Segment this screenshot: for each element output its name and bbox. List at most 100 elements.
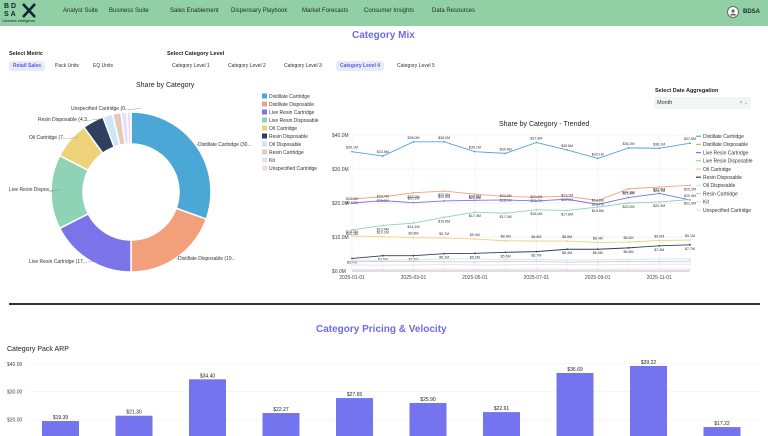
line-legend-label-kit: Kit bbox=[703, 200, 709, 206]
legend-label-distillate-cartridge: Distillate Cartridge bbox=[269, 94, 310, 100]
category-level-2-option[interactable]: Category Level 2 bbox=[228, 63, 266, 69]
line-point-oil-disposable bbox=[351, 259, 353, 262]
line-data-label: $5.1M bbox=[439, 256, 449, 260]
line-point-unspecified-cartridge bbox=[412, 268, 415, 271]
line-chart-y-tick: $0.0M bbox=[332, 269, 346, 275]
line-point-unspecified-cartridge bbox=[443, 268, 446, 270]
line-data-label: $20.0M bbox=[623, 205, 635, 209]
line-point-kit bbox=[474, 263, 476, 266]
line-data-label: $5.7M bbox=[531, 254, 541, 258]
line-series-resin-disposable bbox=[351, 244, 691, 259]
line-data-label: $18.0M bbox=[530, 212, 542, 216]
line-data-label: $34.6M bbox=[500, 147, 512, 151]
category-level-1-option[interactable]: Category Level 1 bbox=[172, 63, 210, 69]
line-data-label: $10.1M bbox=[377, 231, 389, 235]
line-point-oil-cartridge bbox=[689, 239, 691, 241]
nav-data-resources[interactable]: Data Resources bbox=[432, 8, 476, 14]
line-data-label: $22.8M bbox=[653, 187, 665, 191]
line-data-label: $7.7M bbox=[685, 247, 695, 251]
select-metric-label: Select Metric bbox=[9, 51, 43, 57]
line-point-unspecified-cartridge bbox=[474, 268, 476, 271]
line-data-label: $18.8M bbox=[592, 209, 604, 213]
nav-market-forecasts[interactable]: Market Forecasts bbox=[302, 8, 349, 14]
metric-option-eq-units[interactable]: EQ Units bbox=[93, 63, 114, 69]
user-menu[interactable]: BDSA bbox=[726, 6, 760, 18]
donut-leader-line bbox=[88, 260, 100, 263]
line-point-distillate-cartridge bbox=[596, 157, 599, 160]
bar-live-resin-cartridge bbox=[189, 379, 226, 436]
bar-distillate-cartridge bbox=[42, 421, 79, 436]
line-point-oil-cartridge bbox=[474, 238, 476, 240]
line-point-oil-cartridge bbox=[504, 239, 507, 242]
bar-kit bbox=[630, 365, 667, 436]
line-point-resin-disposable bbox=[535, 250, 538, 253]
line-legend-label-distillate-disposable: Distillate Disposable bbox=[703, 142, 748, 148]
legend-swatch-resin-disposable bbox=[262, 133, 267, 139]
metric-option-pack-units[interactable]: Pack Units bbox=[55, 63, 79, 69]
bar-chart-y-tick: $40.00 bbox=[7, 362, 23, 368]
line-point-unspecified-cartridge bbox=[658, 268, 661, 270]
line-data-label: $36.2M bbox=[623, 142, 635, 146]
line-data-label: $9.7M bbox=[439, 232, 449, 236]
legend-label-kit: Kit bbox=[269, 158, 275, 164]
chevron-down-icon[interactable]: × ⌄ bbox=[739, 100, 749, 106]
nav-business-suite[interactable]: Business Suite bbox=[109, 8, 149, 14]
category-level-5-option[interactable]: Category Level 5 bbox=[397, 63, 435, 69]
line-data-label: $17.0M bbox=[500, 215, 512, 219]
line-legend-label-oil-cartridge: Oil Cartridge bbox=[703, 167, 731, 173]
line-data-label: $7.4M bbox=[654, 248, 664, 252]
line-data-label: $20.7M bbox=[377, 195, 389, 199]
line-data-label: $24.7M bbox=[653, 189, 665, 193]
line-point-resin-cartridge bbox=[381, 260, 384, 263]
line-point-resin-disposable bbox=[504, 251, 507, 254]
line-point-unspecified-cartridge bbox=[689, 268, 691, 270]
donut-slice-unspecified-cartridge bbox=[126, 111, 132, 145]
bar-oil-disposable bbox=[483, 412, 520, 436]
donut-leader-line bbox=[68, 136, 79, 139]
line-chart-title: Share by Category - Trended bbox=[499, 121, 590, 128]
line-data-label: $35.1M bbox=[346, 146, 358, 150]
nav-sales-enablement[interactable]: Sales Enablement bbox=[170, 8, 219, 14]
line-data-label: $17.3M bbox=[469, 214, 481, 218]
line-point-distillate-cartridge bbox=[504, 152, 507, 155]
line-point-resin-disposable bbox=[627, 246, 630, 249]
line-legend-label-resin-disposable: Resin Disposable bbox=[703, 175, 742, 181]
bar-resin-cartridge bbox=[556, 372, 594, 436]
donut-slice-distillate-disposable bbox=[130, 207, 208, 273]
line-data-label: $20.0M bbox=[346, 197, 358, 201]
donut-leader-line bbox=[128, 107, 142, 111]
metric-option-retail-sales[interactable]: Retail Sales bbox=[9, 61, 46, 71]
donut-slice-label: Live Resin Cartridge (17... bbox=[29, 259, 87, 265]
line-chart-y-tick: $20.0M bbox=[332, 201, 349, 207]
category-level-4-option[interactable]: Category Level 4 bbox=[336, 61, 385, 71]
legend-label-unspecified-cartridge: Unspecified Cartridge bbox=[269, 166, 317, 172]
user-name: BDSA bbox=[742, 9, 760, 15]
nav-consumer-insights[interactable]: Consumer Insights bbox=[364, 8, 415, 14]
line-point-resin-disposable bbox=[658, 244, 661, 247]
line-series-distillate-cartridge bbox=[351, 141, 691, 159]
line-point-distillate-disposable bbox=[535, 196, 538, 199]
line-point-distillate-disposable bbox=[412, 191, 415, 194]
line-point-resin-cartridge bbox=[535, 260, 538, 263]
line-point-live-resin-disposable bbox=[627, 202, 630, 204]
category-level-3-option[interactable]: Category Level 3 bbox=[284, 63, 322, 69]
line-point-live-resin-cartridge bbox=[504, 199, 507, 201]
donut-leader-line bbox=[48, 188, 62, 193]
line-point-kit bbox=[504, 263, 507, 266]
line-data-label: $20.9M bbox=[684, 194, 696, 198]
legend-swatch-unspecified-cartridge bbox=[262, 165, 267, 171]
line-series-live-resin-disposable bbox=[351, 199, 691, 231]
line-data-label: $33.1M bbox=[592, 152, 604, 156]
line-chart-y-tick: $40.0M bbox=[332, 133, 349, 139]
line-data-label: $20.3M bbox=[653, 204, 665, 208]
avatar bbox=[726, 6, 739, 18]
nav-dispensary-playbook[interactable]: Dispensary Playbook bbox=[231, 8, 288, 14]
line-point-distillate-cartridge bbox=[689, 142, 691, 145]
line-point-oil-disposable bbox=[596, 258, 599, 261]
brand-logo[interactable]: BD SA Cannabis intelligence bbox=[2, 3, 36, 23]
date-aggregation-select[interactable]: Month × ⌄ bbox=[654, 97, 751, 109]
line-data-label: $15.8M bbox=[438, 219, 450, 223]
line-point-live-resin-cartridge bbox=[566, 198, 568, 201]
bar-chart-y-tick: $30.00 bbox=[7, 390, 23, 396]
nav-analyst-suite[interactable]: Analyst Suite bbox=[63, 8, 99, 14]
